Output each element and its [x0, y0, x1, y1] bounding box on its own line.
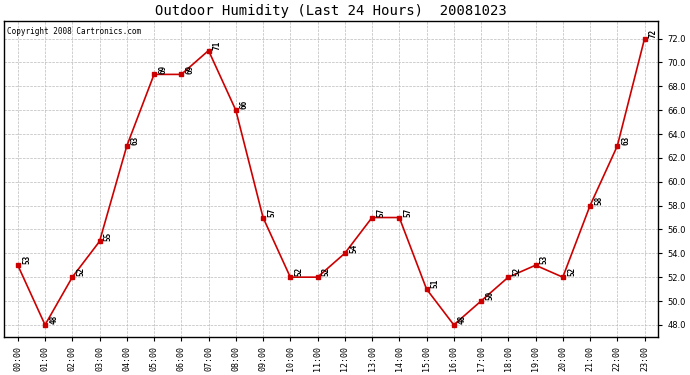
Text: 57: 57 — [376, 207, 385, 217]
Text: 53: 53 — [22, 255, 31, 264]
Text: 52: 52 — [322, 267, 331, 276]
Text: 69: 69 — [186, 64, 195, 74]
Text: 63: 63 — [622, 136, 631, 145]
Text: 48: 48 — [458, 315, 467, 324]
Text: 63: 63 — [131, 136, 140, 145]
Text: 57: 57 — [267, 207, 276, 217]
Text: 52: 52 — [77, 267, 86, 276]
Text: 58: 58 — [594, 196, 603, 205]
Text: 55: 55 — [104, 231, 112, 241]
Text: 52: 52 — [567, 267, 576, 276]
Text: 54: 54 — [349, 243, 358, 252]
Text: 71: 71 — [213, 40, 221, 50]
Text: 50: 50 — [485, 291, 494, 300]
Text: 51: 51 — [431, 279, 440, 288]
Text: 48: 48 — [49, 315, 58, 324]
Text: 53: 53 — [540, 255, 549, 264]
Text: 72: 72 — [649, 28, 658, 38]
Text: 66: 66 — [240, 100, 249, 109]
Text: 57: 57 — [404, 207, 413, 217]
Text: 52: 52 — [295, 267, 304, 276]
Text: 52: 52 — [513, 267, 522, 276]
Text: Copyright 2008 Cartronics.com: Copyright 2008 Cartronics.com — [8, 27, 141, 36]
Text: 69: 69 — [158, 64, 167, 74]
Title: Outdoor Humidity (Last 24 Hours)  20081023: Outdoor Humidity (Last 24 Hours) 2008102… — [155, 4, 507, 18]
